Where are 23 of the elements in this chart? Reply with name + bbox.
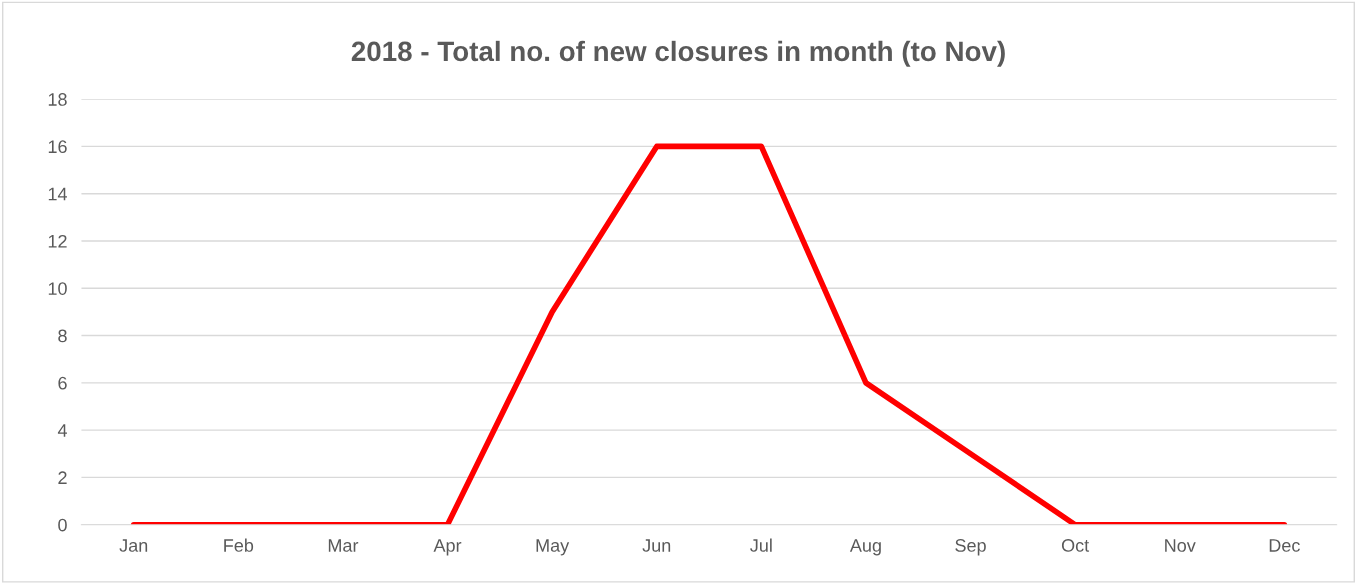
x-tick-label: Aug bbox=[849, 539, 881, 556]
chart-title: 2018 - Total no. of new closures in month (to Nov) bbox=[351, 40, 1005, 67]
x-tick-label: Nov bbox=[1165, 539, 1196, 552]
y-tick-label: 8 bbox=[58, 329, 67, 343]
x-tick-label: May bbox=[536, 539, 570, 556]
x-tick-label: Feb bbox=[224, 538, 254, 552]
y-tick-label: 14 bbox=[48, 187, 67, 201]
y-tick-label: 18 bbox=[48, 93, 67, 106]
y-tick-label: 6 bbox=[58, 376, 67, 390]
x-tick-label: Oct bbox=[1061, 539, 1090, 552]
y-tick-label: 16 bbox=[48, 140, 67, 154]
y-tick-label: 12 bbox=[48, 234, 67, 248]
y-tick-label: 10 bbox=[48, 282, 67, 295]
x-tick-label: Mar bbox=[328, 539, 359, 552]
x-tick-label: Apr bbox=[433, 539, 462, 556]
y-tick-label: 4 bbox=[57, 424, 67, 437]
x-tick-label: Jan bbox=[119, 539, 148, 552]
x-tick-label: Sep bbox=[955, 539, 986, 556]
x-tick-label: Jul bbox=[750, 538, 772, 552]
y-tick-label: 2 bbox=[58, 471, 67, 484]
x-tick-label: Dec bbox=[1269, 539, 1300, 552]
x-tick-label: Jun bbox=[642, 539, 671, 552]
y-tick-label: 0 bbox=[58, 518, 67, 532]
